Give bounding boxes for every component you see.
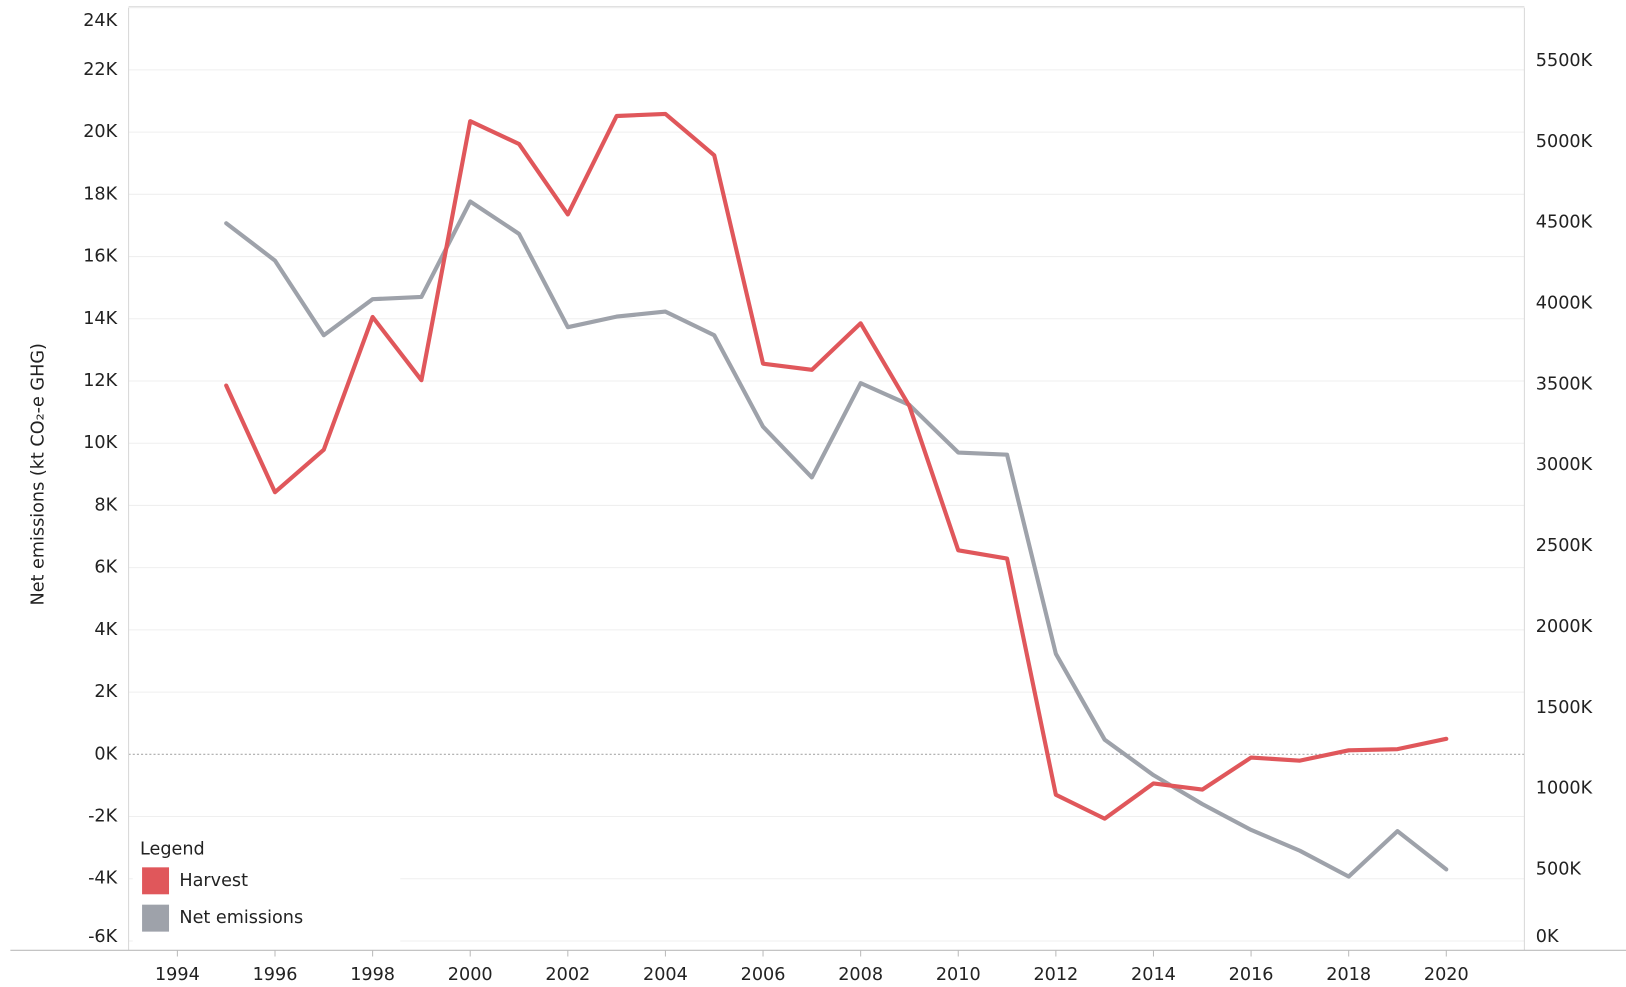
grid [128, 7, 1525, 942]
series-line [224, 199, 1449, 879]
y2-tick-label: 5000K [1536, 132, 1593, 152]
x-tick-label: 2006 [741, 965, 786, 985]
x-tick-label: 2018 [1326, 965, 1371, 985]
x-tick-label: 1998 [350, 965, 395, 985]
x-tick-label: 1994 [155, 965, 200, 985]
legend-label: Net emissions [179, 908, 303, 928]
y2-tick-label: 3500K [1536, 374, 1593, 394]
x-tick-label: 2012 [1033, 965, 1078, 985]
x-tick-label: 1996 [253, 965, 298, 985]
y-tick-label: 18K [83, 184, 117, 204]
y2-tick-label: 3000K [1536, 455, 1593, 475]
legend-title: Legend [140, 840, 205, 860]
legend-background [132, 830, 401, 947]
x-tick-label: 2020 [1424, 965, 1469, 985]
series-line [224, 111, 1449, 821]
y2-tick-label: 2000K [1536, 617, 1593, 637]
x-tick-label: 2004 [643, 965, 688, 985]
y2-tick-label: 0K [1536, 927, 1559, 947]
x-tick-label: 2016 [1229, 965, 1274, 985]
y-tick-label: 12K [83, 371, 117, 391]
legend-swatch [142, 904, 170, 932]
y2-tick-label: 4000K [1536, 294, 1593, 314]
lines [224, 111, 1449, 879]
x-tick-label: 2008 [838, 965, 883, 985]
x-tick-label: 2014 [1131, 965, 1176, 985]
y-tick-label: -4K [88, 869, 118, 889]
x-tick-label: 2002 [545, 965, 590, 985]
y2-tick-label: 500K [1536, 859, 1582, 879]
y-tick-label: 4K [94, 620, 117, 640]
legend: Legend Harvest Net emissions [132, 830, 401, 947]
x-tick-label: 2000 [448, 965, 493, 985]
legend-label: Harvest [179, 871, 248, 891]
y-tick-label: 24K [83, 11, 117, 31]
y-tick-label: 16K [83, 247, 117, 267]
y2-tick-label: 1000K [1536, 779, 1593, 799]
y-tick-label: 10K [83, 433, 117, 453]
y-tick-label: -6K [88, 927, 118, 947]
y2-tick-label: 5500K [1536, 51, 1593, 71]
y-axis-title: Net emissions (kt CO₂-e GHG) [28, 343, 48, 605]
y-tick-label: 22K [83, 60, 117, 80]
y-tick-label: 20K [83, 122, 117, 142]
y-tick-label: 0K [94, 744, 117, 764]
y-tick-label: 2K [94, 682, 117, 702]
y2-tick-label: 1500K [1536, 698, 1593, 718]
y2-tick-label: 2500K [1536, 536, 1593, 556]
y-tick-label: -2K [88, 807, 118, 827]
y-tick-label: 14K [83, 309, 117, 329]
y-tick-label: 8K [94, 495, 117, 515]
y2-tick-label: 4500K [1536, 213, 1593, 233]
legend-swatch [142, 867, 170, 895]
x-tick-label: 2010 [936, 965, 981, 985]
y-tick-label: 6K [94, 558, 117, 578]
